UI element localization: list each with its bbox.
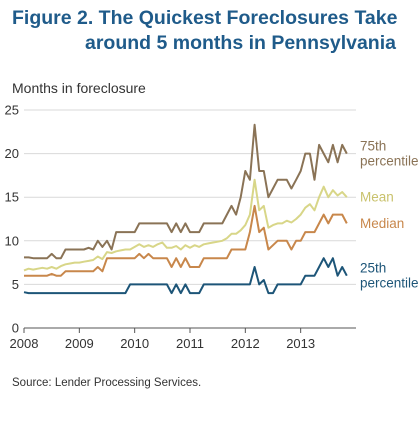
chart-title-line-1: Figure 2. The Quickest Foreclosures Take <box>12 7 398 29</box>
series-label-1: Mean <box>360 190 394 205</box>
series-label-0: 75th percentile <box>360 139 419 169</box>
chart-title-line-2: around 5 months in Pennsylvania <box>85 32 396 54</box>
y-tick-label: 25 <box>5 103 19 118</box>
y-tick-label: 5 <box>12 277 19 292</box>
source-note: Source: Lender Processing Services. <box>12 377 202 389</box>
series-line-3 <box>23 257 348 295</box>
axes: 0 5 10 15 20 25 2008 2009 2010 2011 2012 2013 <box>5 103 356 351</box>
series-label-line: percentile <box>360 276 419 291</box>
series-label-line: percentile <box>360 154 419 169</box>
chart-title: Figure 2. The Quickest Foreclosures Take… <box>12 6 412 56</box>
y-tick-label: 10 <box>5 233 19 248</box>
x-tick-label: 2012 <box>231 336 260 351</box>
series-label-line: 25th <box>360 261 386 276</box>
series-label-line: 75th <box>360 139 386 154</box>
y-axis-label: Months in foreclosure <box>12 80 146 96</box>
x-tick-label: 2009 <box>65 336 94 351</box>
series-lines <box>23 123 348 295</box>
x-tick-label: 2008 <box>10 336 39 351</box>
gridlines <box>24 109 356 285</box>
series-label-line: Median <box>360 216 404 231</box>
series-line-1 <box>23 178 348 272</box>
series-label-3: 25th percentile <box>360 261 419 291</box>
series-line-2 <box>24 204 348 277</box>
x-tick-label: 2010 <box>120 336 149 351</box>
y-tick-label: 15 <box>5 190 19 205</box>
series-line-0 <box>24 123 348 260</box>
series-label-line: Mean <box>360 190 394 205</box>
series-label-2: Median <box>360 216 404 231</box>
y-tick-label: 20 <box>5 146 19 161</box>
y-tick-label: 0 <box>12 321 19 336</box>
x-tick-label: 2011 <box>176 336 204 351</box>
x-tick-label: 2013 <box>286 336 315 351</box>
